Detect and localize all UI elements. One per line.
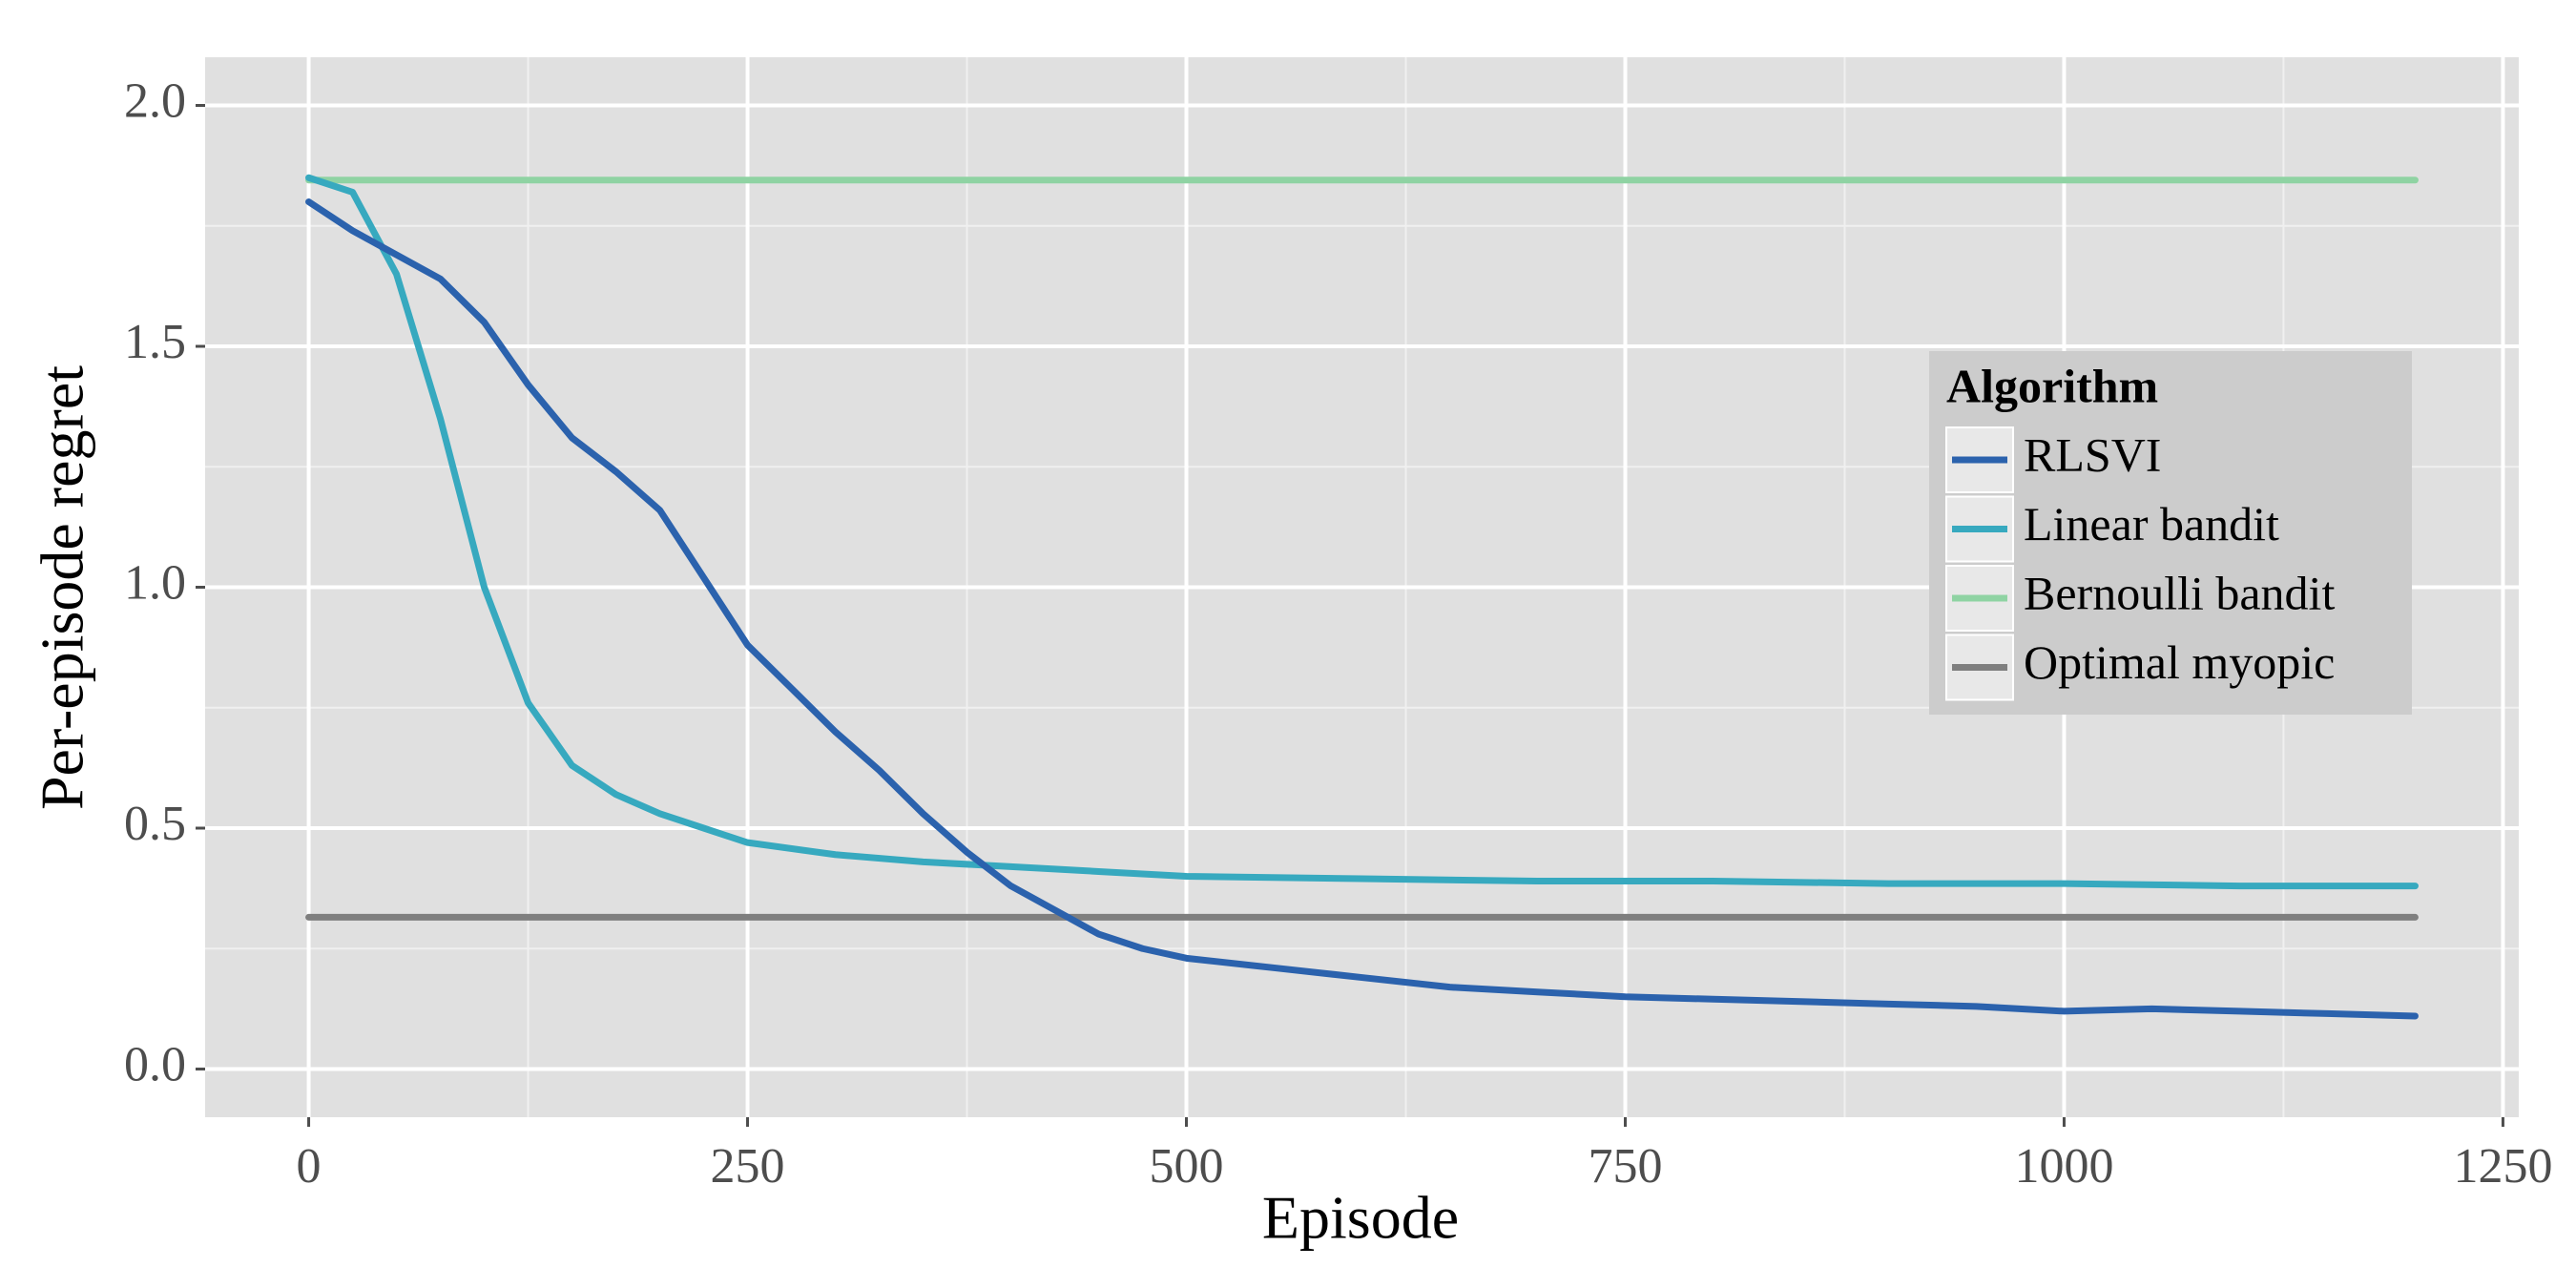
y-tick-label: 0.5: [124, 797, 186, 851]
x-tick-label: 500: [1150, 1139, 1224, 1194]
legend-label: Optimal myopic: [2024, 635, 2335, 689]
y-tick-label: 1.5: [124, 315, 186, 369]
legend-label: Linear bandit: [2024, 497, 2279, 551]
y-tick-label: 2.0: [124, 73, 186, 128]
legend-title: Algorithm: [1946, 359, 2158, 412]
x-tick-label: 1000: [2014, 1139, 2113, 1194]
series-line: [305, 198, 2419, 1020]
y-tick-label: 0.0: [124, 1037, 186, 1091]
legend-label: RLSVI: [2024, 427, 2161, 481]
legend-label: Bernoulli bandit: [2024, 566, 2335, 619]
x-axis-title: Episode: [1262, 1184, 1459, 1252]
x-tick-label: 0: [297, 1139, 322, 1194]
y-tick-label: 1.0: [124, 555, 186, 610]
x-tick-label: 750: [1588, 1139, 1662, 1194]
x-tick-label: 1250: [2453, 1139, 2552, 1194]
series-line: [305, 174, 2419, 890]
x-tick-label: 250: [711, 1139, 785, 1194]
y-axis-title: Per-episode regret: [29, 365, 96, 810]
